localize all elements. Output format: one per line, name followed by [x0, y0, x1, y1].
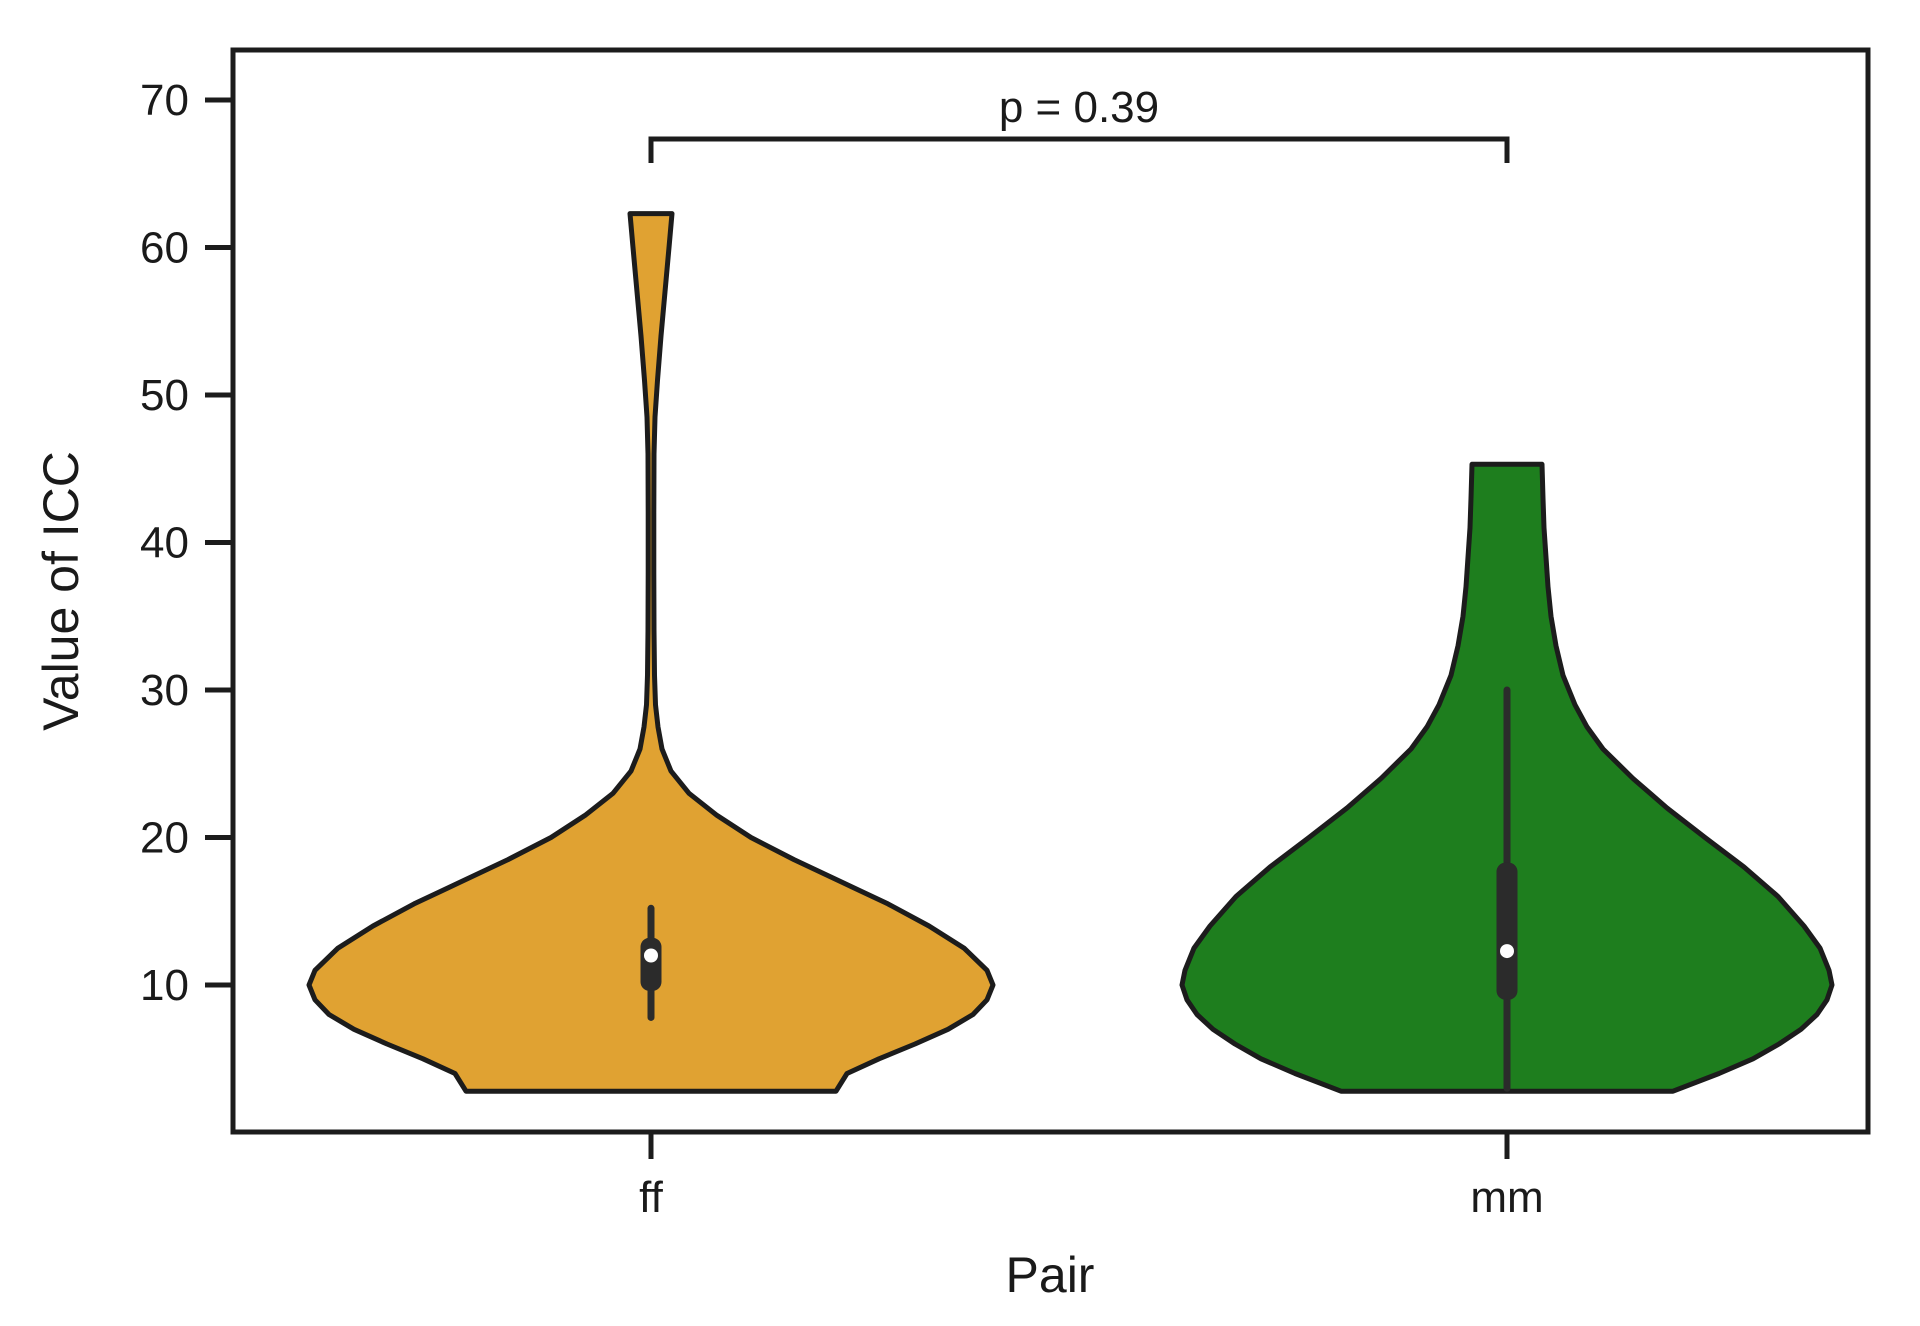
median-dot-ff [644, 948, 658, 963]
iqr-box-mm [1496, 862, 1518, 1000]
y-tick-label: 50 [140, 371, 189, 420]
axes-layer: 70 60 50 40 30 20 10 [140, 47, 1871, 1159]
x-tick-label-ff: ff [639, 1173, 663, 1222]
bracket-line [648, 136, 1510, 163]
x-axis-title: Pair [1006, 1247, 1095, 1303]
violin-ff [306, 211, 996, 1094]
boxplots-layer [640, 686, 1518, 1092]
y-tick-label: 40 [140, 519, 189, 568]
significance-bracket [648, 136, 1510, 163]
y-tick-label: 10 [140, 961, 189, 1010]
p-value-label: p = 0.39 [999, 83, 1159, 132]
y-tick-label: 70 [140, 76, 189, 125]
violins-layer [306, 211, 1835, 1094]
x-tick-label-mm: mm [1470, 1173, 1543, 1222]
y-tick-label: 30 [140, 666, 189, 715]
y-axis-title: Value of ICC [33, 451, 89, 731]
iqr-box-ff [640, 937, 662, 991]
y-tick-label: 60 [140, 224, 189, 273]
plot-border [230, 47, 1871, 1135]
median-dot-mm [1500, 944, 1514, 959]
y-tick-label: 20 [140, 814, 189, 863]
